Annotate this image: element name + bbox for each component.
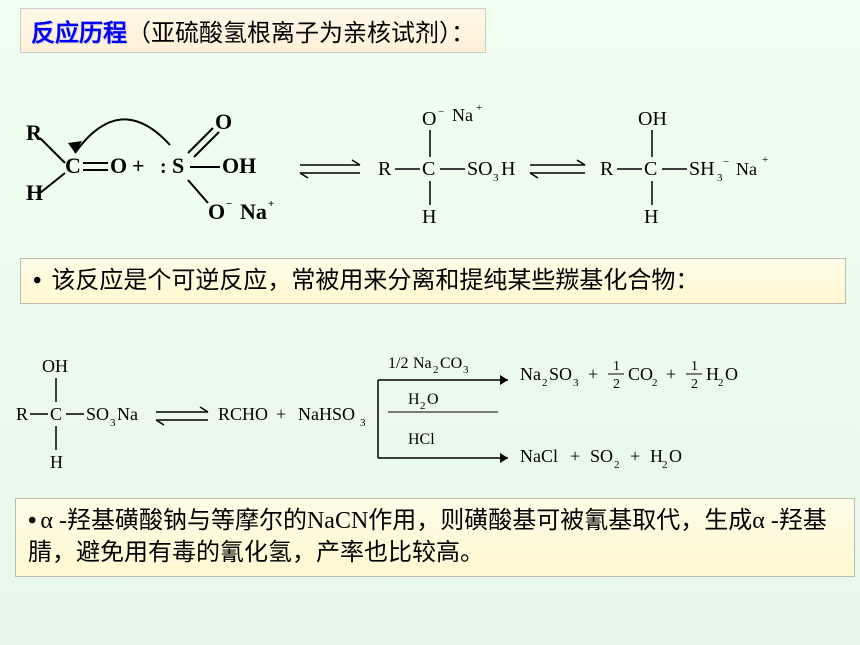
- h2o-o: O: [669, 446, 682, 466]
- s-label: S: [172, 153, 184, 178]
- curved-arrow: [75, 119, 170, 153]
- sh3-minus: −: [723, 156, 729, 168]
- c-label: C: [422, 158, 435, 180]
- rcho: RCHO: [218, 404, 268, 424]
- oh-label: OH: [222, 153, 256, 178]
- reaction-scheme-2: OH R C H SO 3 Na RCHO + NaHSO 3: [8, 340, 856, 498]
- so2-2: 2: [614, 459, 620, 471]
- h2o-2: 2: [662, 459, 668, 471]
- equilibrium-arrow-2: [530, 160, 585, 178]
- c-label: C: [644, 158, 657, 180]
- h2o-2: 2: [420, 400, 426, 412]
- na2so3-3: 3: [573, 377, 579, 389]
- bullet-text-2: α -羟基磺酸钠与等摩尔的NaCN作用，则磺酸基可被氰基取代，生成α -羟基腈，…: [28, 508, 827, 566]
- oh-label: OH: [42, 356, 68, 376]
- so3h-3: 3: [493, 172, 499, 184]
- minus-charge: −: [226, 198, 232, 210]
- top-products: Na 2 SO 3 + 1 2 CO 2 + 1 2 H 2 O: [520, 359, 738, 392]
- na: Na: [413, 355, 432, 372]
- frac-bot: 2: [613, 377, 620, 392]
- top-condition: 1/2 Na 2 CO 3 H 2 O: [388, 355, 469, 412]
- co: CO: [440, 355, 462, 372]
- so3na-so: SO: [86, 404, 109, 424]
- plus2: +: [666, 364, 676, 384]
- h-label: H: [422, 206, 436, 228]
- na-plus: +: [762, 154, 768, 166]
- minus-charge: −: [438, 106, 444, 118]
- nacl: NaCl: [520, 446, 558, 466]
- h2o-o: O: [725, 364, 738, 384]
- o-minus: O: [422, 108, 436, 130]
- nahso3-3: 3: [360, 417, 366, 429]
- nahso3-txt: NaHSO: [298, 404, 355, 424]
- na-label: Na: [452, 105, 473, 125]
- oh-label: OH: [638, 108, 667, 130]
- intermediate: R C O − Na + H SO 3 H: [378, 102, 515, 228]
- so3na-na: Na: [117, 404, 138, 424]
- r-label: R: [378, 158, 392, 180]
- lone-pair-dots: :: [160, 156, 167, 178]
- na-plus: +: [268, 198, 274, 210]
- h2o-o: O: [427, 391, 439, 408]
- so2-so: SO: [590, 446, 613, 466]
- c-label: C: [50, 404, 62, 424]
- heading-highlight: 反应历程: [31, 21, 127, 47]
- h2o-h: H: [408, 391, 420, 408]
- carbonyl-reactant: R H C O: [26, 120, 127, 205]
- na2so3-na: Na: [520, 364, 541, 384]
- bullet-dot: •: [33, 268, 41, 294]
- co2-2: 2: [652, 377, 658, 389]
- o-minus: O: [208, 199, 225, 224]
- bullet-box-2: •α -羟基磺酸钠与等摩尔的NaCN作用，则磺酸基可被氰基取代，生成α -羟基腈…: [15, 498, 855, 577]
- start-compound: OH R C H SO 3 Na: [16, 356, 138, 472]
- sh3-sh: SH: [689, 158, 715, 180]
- frac-top: 1: [613, 359, 620, 374]
- na2: 2: [433, 364, 439, 376]
- c-label: C: [65, 153, 81, 178]
- na-plus: +: [476, 102, 482, 114]
- plus: +: [276, 404, 286, 424]
- frac2-bot: 2: [691, 377, 698, 392]
- r-label: R: [600, 158, 614, 180]
- half: 1/2: [388, 355, 408, 372]
- co3: 3: [463, 364, 469, 376]
- so3h-h: H: [501, 158, 515, 180]
- na-label: Na: [736, 159, 757, 179]
- bullet-text-1: 该反应是个可逆反应，常被用来分离和提纯某些羰基化合物：: [45, 268, 699, 294]
- plus2: +: [630, 446, 640, 466]
- na2so3-2: 2: [542, 377, 548, 389]
- na2so3-so: SO: [549, 364, 572, 384]
- equilibrium-arrow: [156, 407, 208, 425]
- o-label: O: [110, 153, 127, 178]
- heading-box: 反应历程（亚硫酸氢根离子为亲核试剂）：: [20, 8, 486, 53]
- bullet-dot: •: [28, 508, 36, 534]
- product: R C OH H SH 3 − Na +: [600, 108, 768, 228]
- h-label: H: [644, 206, 658, 228]
- plus-sign: +: [132, 153, 145, 178]
- bullet-box-1: • 该反应是个可逆反应，常被用来分离和提纯某些羰基化合物：: [20, 258, 846, 304]
- hcl-condition: HCl: [408, 431, 435, 448]
- nahso3: NaHSO 3: [298, 404, 366, 429]
- h-label: H: [50, 452, 63, 472]
- bottom-products: NaCl + SO 2 + H 2 O: [520, 446, 682, 471]
- o-double: O: [215, 109, 232, 134]
- plus: +: [588, 364, 598, 384]
- heading-rest: （亚硫酸氢根离子为亲核试剂）：: [127, 21, 475, 47]
- plus: +: [570, 446, 580, 466]
- slide: 反应历程（亚硫酸氢根离子为亲核试剂）： R H C O + : S O: [0, 0, 860, 645]
- branch-arrows: [378, 375, 508, 463]
- reaction-scheme-1: R H C O + : S O OH O −: [10, 85, 850, 245]
- sh3-3: 3: [717, 172, 723, 184]
- h2o-2: 2: [718, 377, 724, 389]
- co2-co: CO: [628, 364, 653, 384]
- so3na-3: 3: [110, 417, 116, 429]
- equilibrium-arrow-1: [300, 160, 360, 178]
- na-label: Na: [240, 199, 267, 224]
- r-label: R: [26, 120, 43, 145]
- frac2-top: 1: [691, 359, 698, 374]
- so3h-so: SO: [467, 158, 493, 180]
- bisulfite: : S O OH O − Na +: [160, 109, 274, 224]
- r-label: R: [16, 404, 28, 424]
